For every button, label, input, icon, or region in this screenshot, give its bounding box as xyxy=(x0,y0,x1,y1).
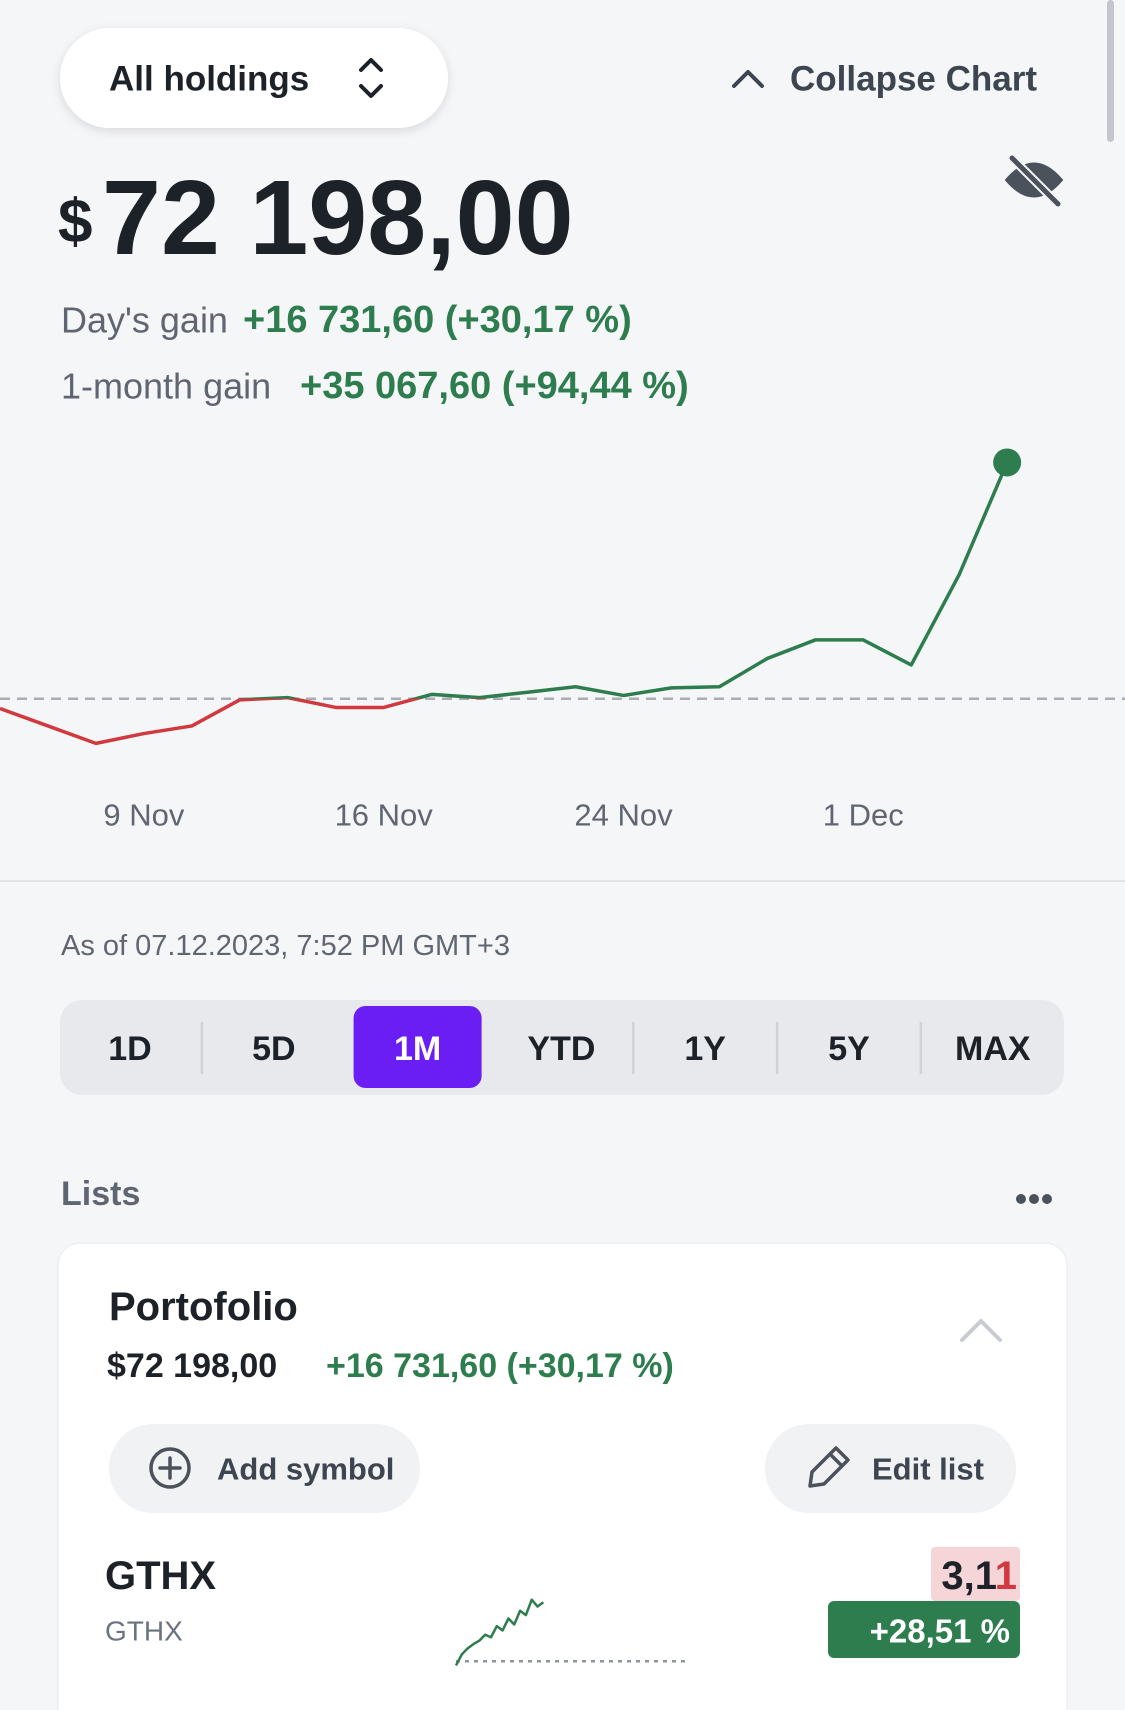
collapse-icon[interactable] xyxy=(732,70,764,88)
price-flash xyxy=(931,1547,1020,1601)
range-selector xyxy=(60,1000,1064,1095)
sparkline xyxy=(454,1598,689,1667)
more-menu[interactable] xyxy=(1016,1194,1052,1204)
add-symbol-button[interactable] xyxy=(109,1424,420,1513)
add-icon xyxy=(149,1447,191,1489)
range-option[interactable]: 1M xyxy=(394,1030,441,1068)
total-value: 72 198,00 xyxy=(102,159,574,277)
chart: 9 Nov 16 Nov 24 Nov 1 Dec xyxy=(0,448,1125,833)
x-tick-label: 1 Dec xyxy=(823,798,904,833)
end-marker xyxy=(993,448,1022,477)
add-symbol: Add symbol xyxy=(217,1452,394,1487)
edit-list-button[interactable] xyxy=(765,1424,1016,1513)
edit-icon xyxy=(808,1446,850,1488)
day-gain: +16 731,60 (+30,17 %) xyxy=(243,299,632,341)
price: 3,11 xyxy=(941,1554,1017,1598)
spark-line xyxy=(454,1598,545,1667)
price-unchanged: 3,1 xyxy=(941,1554,996,1598)
hide-values-icon[interactable] xyxy=(1004,153,1064,209)
price-line xyxy=(0,461,1009,746)
symbol-name: GTHX xyxy=(105,1616,183,1647)
change: +28,51 % xyxy=(870,1613,1010,1650)
range-option[interactable]: 1Y xyxy=(684,1030,726,1068)
x-tick-label: 16 Nov xyxy=(335,798,434,833)
day-gain-label: Day's gain xyxy=(61,300,228,341)
portfolio-gain: +16 731,60 (+30,17 %) xyxy=(326,1347,674,1385)
range-selected xyxy=(353,1006,482,1088)
currency: $ xyxy=(58,188,92,257)
x-tick-label: 24 Nov xyxy=(574,798,673,833)
price-changed: 1 xyxy=(995,1554,1017,1598)
as-of: As of 07.12.2023, 7:52 PM GMT+3 xyxy=(61,930,510,962)
x-tick-label: 9 Nov xyxy=(103,798,184,833)
symbol[interactable]: GTHX xyxy=(105,1554,216,1598)
range-option[interactable]: MAX xyxy=(955,1030,1031,1068)
holdings-selector[interactable] xyxy=(60,28,448,128)
range-option[interactable]: 5Y xyxy=(828,1030,870,1068)
selector-icon xyxy=(359,58,383,98)
range-buttons: 1D 5D 1M YTD 1Y 5Y MAX xyxy=(108,1006,1031,1088)
portfolio-value: $72 198,00 xyxy=(107,1347,277,1385)
lists-title: Lists xyxy=(61,1175,140,1213)
holdings-label: All holdings xyxy=(109,60,309,99)
edit-list: Edit list xyxy=(872,1452,984,1487)
month-gain-label: 1-month gain xyxy=(61,366,271,407)
range-option[interactable]: 1D xyxy=(108,1030,151,1068)
range-option[interactable]: 5D xyxy=(252,1030,295,1068)
portfolio-name: Portofolio xyxy=(109,1285,298,1329)
scrollbar xyxy=(1107,0,1114,142)
change-badge xyxy=(828,1601,1020,1658)
month-gain: +35 067,60 (+94,44 %) xyxy=(300,365,689,407)
collapse-card-icon[interactable] xyxy=(960,1319,1002,1342)
portfolio-card xyxy=(57,1242,1068,1710)
collapse-chart[interactable]: Collapse Chart xyxy=(790,60,1037,99)
range-option[interactable]: YTD xyxy=(527,1030,595,1068)
